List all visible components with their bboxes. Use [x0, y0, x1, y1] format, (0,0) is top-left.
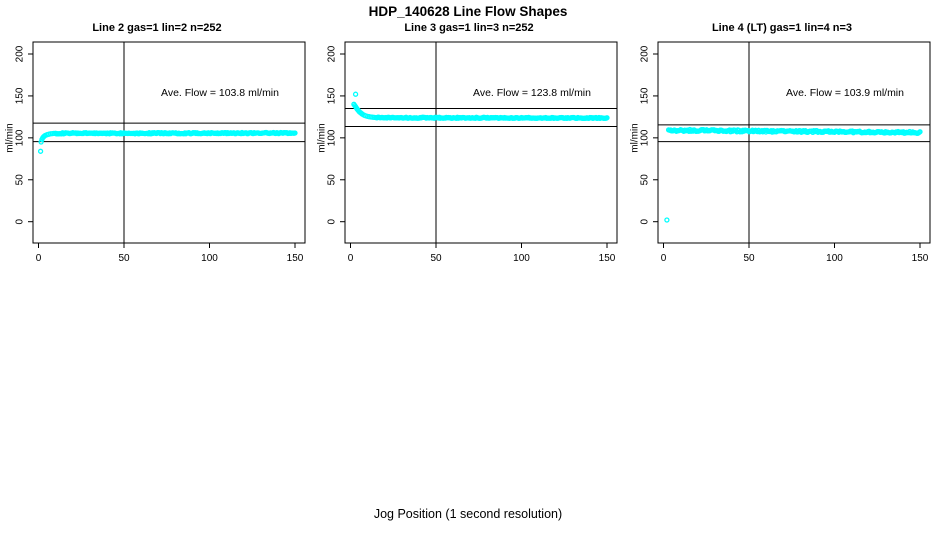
plot-box	[657, 41, 931, 244]
outlier-point	[664, 217, 670, 223]
data-series	[664, 126, 923, 223]
y-tick-label: 0	[640, 218, 651, 224]
x-tick-label: 0	[661, 253, 667, 264]
y-axis-label: ml/min	[317, 123, 328, 152]
data-series	[351, 91, 610, 122]
x-tick-label: 0	[348, 253, 354, 264]
y-tick-label: 200	[15, 45, 26, 62]
ave-flow-annotation: Ave. Flow = 103.9 ml/min	[786, 87, 904, 99]
y-tick-label: 100	[640, 129, 651, 146]
data-point	[604, 115, 610, 121]
x-tick-label: 100	[201, 253, 218, 264]
panel-2-title: Line 3 gas=1 lin=3 n=252	[404, 22, 534, 34]
x-tick-label: 100	[513, 253, 530, 264]
y-tick-label: 50	[327, 174, 338, 186]
y-tick-label: 0	[15, 218, 26, 224]
panel-1-plot: 0 50 100 150 200 ml/min 0 50 100 150 Ave. Flow = 1…	[5, 41, 306, 264]
ave-flow-annotation: Ave. Flow = 103.8 ml/min	[161, 87, 279, 99]
chart-title: HDP_140628 Line Flow Shapes	[368, 4, 568, 19]
y-tick-label: 150	[640, 87, 651, 104]
x-axis-title: Jog Position (1 second resolution)	[373, 507, 563, 521]
x-tick-label: 100	[826, 253, 843, 264]
outlier-point	[352, 91, 359, 97]
x-tick-label: 150	[912, 253, 929, 264]
x-tick-label: 0	[36, 253, 42, 264]
panel-2-plot: 0 50 100 150 200 ml/min 0 50 100 150 Ave. Flow = 1…	[317, 41, 618, 264]
panel-3-title: Line 4 (LT) gas=1 lin=4 n=3	[711, 22, 853, 34]
y-tick-label: 0	[327, 218, 338, 224]
y-tick-label: 100	[15, 129, 26, 146]
outlier-point	[37, 148, 44, 154]
y-tick-label: 200	[640, 45, 651, 62]
x-tick-label: 50	[743, 253, 755, 264]
panel-3-plot: 0 50 100 150 200 ml/min 0 50 100 150 Ave. Flow = 1…	[630, 41, 931, 264]
data-point	[38, 139, 44, 145]
y-tick-label: 150	[15, 87, 26, 104]
y-tick-label: 200	[327, 45, 338, 62]
data-point	[292, 130, 298, 136]
y-tick-label: 100	[327, 129, 338, 146]
data-series	[37, 129, 298, 154]
y-tick-label: 50	[640, 174, 651, 186]
x-tick-label: 150	[287, 253, 304, 264]
x-tick-label: 50	[118, 253, 130, 264]
y-axis-label: ml/min	[5, 123, 16, 152]
plot-box	[344, 41, 618, 244]
panel-1-title: Line 2 gas=1 lin=2 n=252	[92, 22, 222, 34]
y-tick-label: 150	[327, 87, 338, 104]
data-point	[917, 129, 923, 135]
plot-box	[32, 41, 306, 244]
y-axis-label: ml/min	[630, 123, 641, 152]
y-tick-label: 50	[15, 174, 26, 186]
x-tick-label: 50	[430, 253, 442, 264]
x-tick-label: 150	[599, 253, 616, 264]
ave-flow-annotation: Ave. Flow = 123.8 ml/min	[473, 87, 591, 99]
